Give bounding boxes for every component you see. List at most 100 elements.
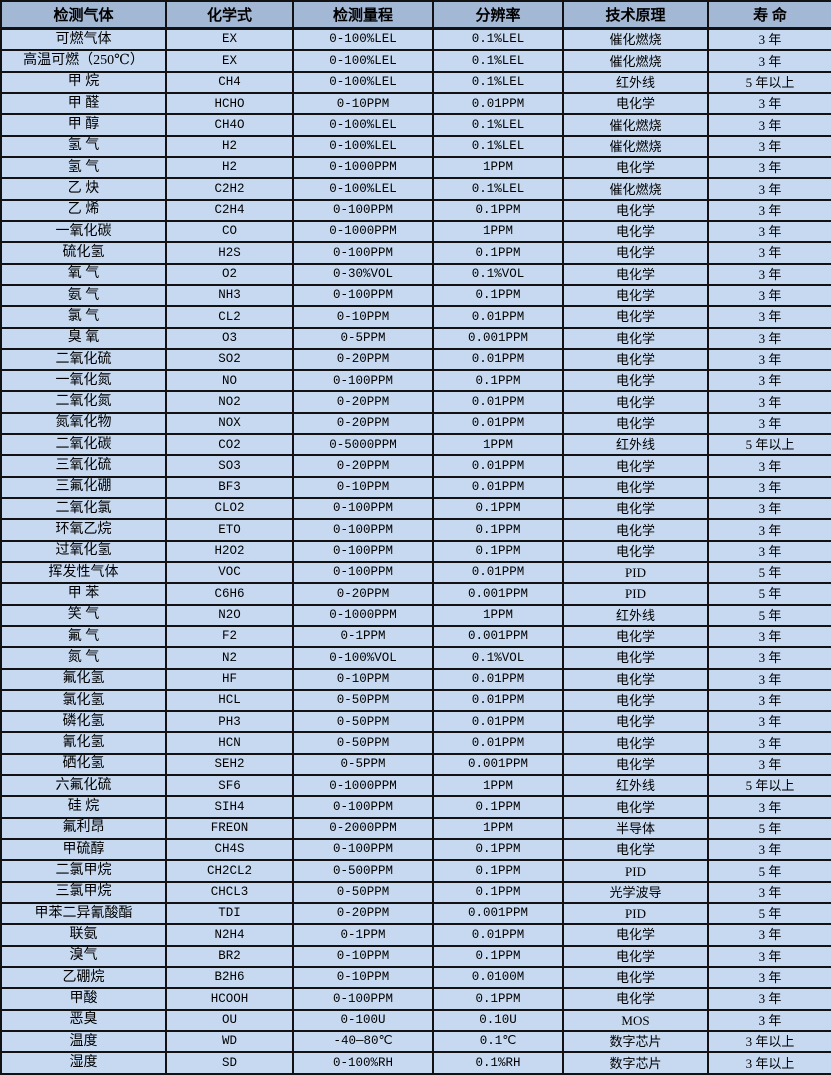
cell-formula: N2 [165, 646, 294, 670]
cell-gas: 乙 炔 [0, 177, 167, 201]
cell-formula: CHCL3 [165, 880, 294, 904]
table-row: 氯化氢 HCL 0-50PPM 0.01PPM 电化学 3 年 [0, 688, 831, 713]
cell-range: 0-100U [292, 1008, 434, 1032]
cell-lifespan: 3 年 [707, 710, 831, 734]
cell-lifespan: 5 年 [707, 560, 831, 585]
cell-formula: NO2 [165, 390, 294, 414]
cell-formula: N2O [165, 603, 294, 627]
cell-gas: 甲硫醇 [0, 838, 167, 862]
cell-lifespan: 3 年 [707, 411, 831, 436]
cell-resolution: 1PPM [432, 433, 564, 457]
table-row: 三氟化硼 BF3 0-10PPM 0.01PPM 电化学 3 年 [0, 475, 831, 500]
cell-principle: 电化学 [562, 241, 709, 265]
cell-principle: 电化学 [562, 838, 709, 862]
cell-lifespan: 3 年 [707, 347, 831, 372]
cell-formula: OU [165, 1008, 294, 1032]
cell-principle: 电化学 [562, 497, 709, 521]
cell-formula: VOC [165, 560, 294, 585]
cell-formula: O3 [165, 326, 294, 350]
cell-gas: 氟化氢 [0, 667, 167, 691]
cell-range: 0-5000PPM [292, 433, 434, 457]
cell-gas: 氟 气 [0, 624, 167, 649]
cell-lifespan: 3 年 [707, 113, 831, 137]
cell-formula: CLO2 [165, 497, 294, 521]
table-row: 过氧化氢 H2O2 0-100PPM 0.1PPM 电化学 3 年 [0, 539, 831, 563]
cell-resolution: 0.1%LEL [432, 177, 564, 201]
cell-principle: 光学波导 [562, 880, 709, 904]
cell-gas: 温度 [0, 1029, 167, 1054]
table-row: 高温可燃（250℃） EX 0-100%LEL 0.1%LEL 催化燃烧 3 年 [0, 49, 831, 73]
cell-resolution: 0.001PPM [432, 901, 564, 926]
cell-principle: 电化学 [562, 475, 709, 500]
cell-lifespan: 3 年 [707, 688, 831, 713]
cell-resolution: 1PPM [432, 816, 564, 841]
cell-principle: 红外线 [562, 774, 709, 798]
cell-gas: 硒化氢 [0, 752, 167, 777]
cell-range: 0-1000PPM [292, 774, 434, 798]
cell-range: 0-30%VOL [292, 262, 434, 286]
cell-gas: 三氯甲烷 [0, 880, 167, 904]
cell-range: 0-1000PPM [292, 219, 434, 244]
cell-range: 0-5PPM [292, 752, 434, 777]
cell-range: 0-100PPM [292, 283, 434, 308]
cell-range: 0-100%LEL [292, 49, 434, 73]
cell-principle: 电化学 [562, 923, 709, 947]
cell-range: 0-100%LEL [292, 70, 434, 95]
cell-lifespan: 3 年 [707, 624, 831, 649]
cell-principle: 数字芯片 [562, 1029, 709, 1054]
cell-formula: HCOOH [165, 987, 294, 1011]
cell-resolution: 1PPM [432, 219, 564, 244]
cell-range: 0-20PPM [292, 582, 434, 606]
cell-lifespan: 3 年 [707, 795, 831, 819]
cell-principle: 电化学 [562, 347, 709, 372]
cell-lifespan: 5 年以上 [707, 70, 831, 95]
cell-lifespan: 3 年 [707, 838, 831, 862]
cell-gas: 氢 气 [0, 134, 167, 159]
table-row: 硅 烷 SIH4 0-100PPM 0.1PPM 电化学 3 年 [0, 795, 831, 819]
cell-lifespan: 3 年 [707, 326, 831, 350]
cell-resolution: 0.1℃ [432, 1029, 564, 1054]
cell-lifespan: 3 年 [707, 646, 831, 670]
cell-formula: H2 [165, 156, 294, 180]
cell-resolution: 0.10U [432, 1008, 564, 1032]
cell-lifespan: 3 年 [707, 731, 831, 755]
cell-gas: 氰化氢 [0, 731, 167, 755]
cell-gas: 二氯甲烷 [0, 859, 167, 883]
cell-resolution: 0.01PPM [432, 454, 564, 478]
cell-principle: PID [562, 582, 709, 606]
cell-resolution: 0.1PPM [432, 944, 564, 968]
cell-formula: C6H6 [165, 582, 294, 606]
cell-gas: 可燃气体 [0, 27, 167, 52]
cell-formula: NOX [165, 411, 294, 436]
cell-principle: 红外线 [562, 433, 709, 457]
cell-formula: SEH2 [165, 752, 294, 777]
table-row: 硒化氢 SEH2 0-5PPM 0.001PPM 电化学 3 年 [0, 752, 831, 777]
cell-resolution: 0.1PPM [432, 369, 564, 393]
cell-gas: 湿度 [0, 1051, 167, 1075]
cell-resolution: 0.01PPM [432, 560, 564, 585]
cell-principle: 电化学 [562, 283, 709, 308]
table-row: 氮 气 N2 0-100%VOL 0.1%VOL 电化学 3 年 [0, 646, 831, 670]
cell-principle: 电化学 [562, 369, 709, 393]
cell-principle: 催化燃烧 [562, 27, 709, 52]
cell-formula: NO [165, 369, 294, 393]
cell-lifespan: 3 年 [707, 518, 831, 542]
cell-gas: 甲 醇 [0, 113, 167, 137]
cell-resolution: 0.1%RH [432, 1051, 564, 1075]
cell-gas: 甲 醛 [0, 92, 167, 116]
cell-resolution: 0.1PPM [432, 539, 564, 563]
table-row: 二氧化碳 CO2 0-5000PPM 1PPM 红外线 5 年以上 [0, 433, 831, 457]
cell-lifespan: 3 年 [707, 283, 831, 308]
cell-formula: HCN [165, 731, 294, 755]
cell-formula: FREON [165, 816, 294, 841]
cell-resolution: 0.01PPM [432, 923, 564, 947]
table-row: 环氧乙烷 ETO 0-100PPM 0.1PPM 电化学 3 年 [0, 518, 831, 542]
cell-formula: HCHO [165, 92, 294, 116]
cell-lifespan: 3 年 [707, 369, 831, 393]
cell-gas: 氧 气 [0, 262, 167, 286]
cell-gas: 过氧化氢 [0, 539, 167, 563]
table-row: 氟利昂 FREON 0-2000PPM 1PPM 半导体 5 年 [0, 816, 831, 841]
cell-resolution: 1PPM [432, 603, 564, 627]
cell-resolution: 0.1%LEL [432, 113, 564, 137]
cell-principle: 数字芯片 [562, 1051, 709, 1075]
